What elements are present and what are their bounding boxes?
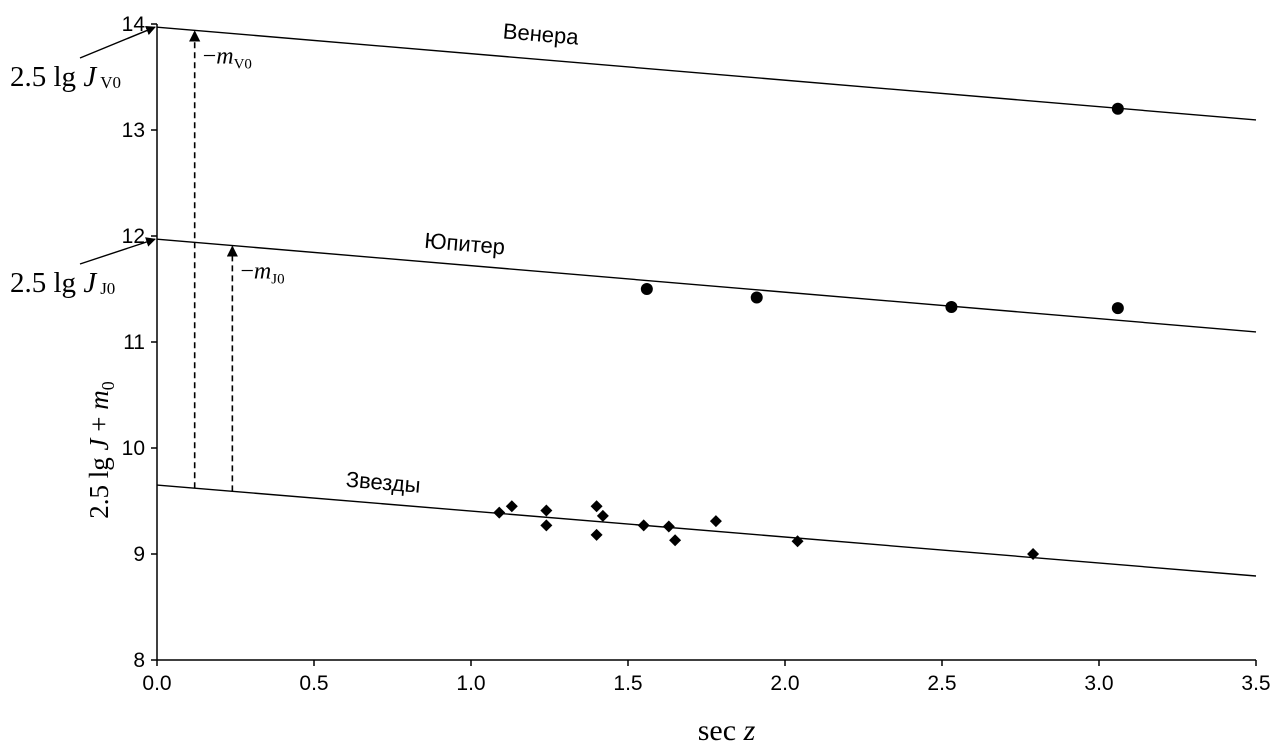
x-tick-label: 0.5 xyxy=(299,672,328,695)
data-point-3 xyxy=(669,534,682,547)
data-point-3 xyxy=(540,519,553,532)
data-point-3 xyxy=(505,500,518,513)
offset-label-1: −mV0 xyxy=(203,43,252,72)
offset-label-2: −mJ0 xyxy=(240,259,284,288)
x-tick-label: 2.0 xyxy=(770,672,799,695)
x-tick-label: 1.0 xyxy=(456,672,485,695)
x-tick-label: 1.5 xyxy=(613,672,642,695)
data-point-3 xyxy=(590,500,603,513)
y-tick-label: 13 xyxy=(122,119,145,142)
series-label-3: Звезды xyxy=(345,467,422,498)
axes: 0.0 0.5 1.0 1.5 2.0 2.5 3.0 3.5 8 9 10 11 12 13 14 sec … xyxy=(84,13,1271,747)
data-point-3 xyxy=(493,506,506,519)
data-point-2 xyxy=(945,301,958,314)
markers xyxy=(493,102,1124,560)
data-point-3 xyxy=(637,519,650,532)
x-tick-label: 2.5 xyxy=(927,672,956,695)
data-point-3 xyxy=(590,528,603,541)
data-point-3 xyxy=(791,535,804,548)
intercept-label-2: 2.5 lg J J0 xyxy=(10,267,115,299)
y-tick-label: 9 xyxy=(133,543,145,566)
fit-lines xyxy=(156,26,1257,577)
data-point-3 xyxy=(662,520,675,533)
series-label-1: Венера xyxy=(502,18,580,49)
fit-line-1 xyxy=(156,26,1257,121)
data-point-2 xyxy=(1111,302,1124,315)
data-point-3 xyxy=(596,509,609,522)
series-label-2: Юпитер xyxy=(423,228,506,260)
data-point-1 xyxy=(1111,102,1124,115)
intercept-arrow-2 xyxy=(79,237,156,265)
y-tick-label: 12 xyxy=(122,225,145,248)
y-tick-label: 8 xyxy=(133,649,145,672)
intercept-label-1: 2.5 lg J V0 xyxy=(10,61,121,93)
data-point-2 xyxy=(750,291,763,304)
x-axis-title: sec z xyxy=(698,714,756,747)
data-point-3 xyxy=(1027,548,1040,560)
data-point-3 xyxy=(540,504,553,517)
fit-line-2 xyxy=(156,238,1257,333)
x-tick-label: 3.5 xyxy=(1241,672,1270,695)
data-point-3 xyxy=(709,515,722,528)
intercept-arrow-1 xyxy=(79,26,156,59)
x-tick-label: 3.0 xyxy=(1084,672,1113,695)
y-axis-title: 2.5 lg J + m0 xyxy=(84,381,118,518)
x-tick-label: 0.0 xyxy=(142,672,171,695)
y-tick-label: 14 xyxy=(122,13,146,36)
fit-line-3 xyxy=(156,484,1257,577)
y-tick-label: 10 xyxy=(122,437,145,460)
y-tick-label: 11 xyxy=(123,331,145,354)
data-point-2 xyxy=(640,283,653,295)
